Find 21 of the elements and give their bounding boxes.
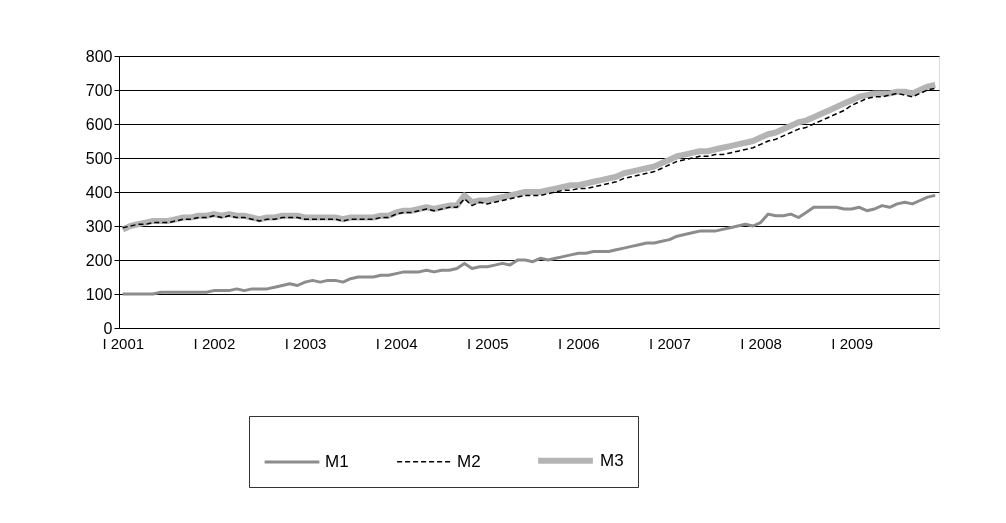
y-tick-label: 700 xyxy=(85,81,113,99)
x-tick-label: I 2007 xyxy=(649,334,691,352)
x-tick-label: I 2004 xyxy=(375,334,418,352)
y-tick-label: 300 xyxy=(85,217,113,235)
legend-label: M1 xyxy=(325,452,349,471)
x-tick-label: I 2008 xyxy=(740,334,782,352)
legend-label: M3 xyxy=(600,450,624,470)
y-tick-label: 0 xyxy=(103,319,113,337)
x-tick-label: I 2001 xyxy=(102,334,145,352)
x-tick-label: I 2003 xyxy=(284,334,327,352)
y-tick-label: 400 xyxy=(85,183,113,201)
legend-label: M2 xyxy=(457,451,481,471)
y-tick-label: 100 xyxy=(85,285,113,303)
y-tick-label: 200 xyxy=(85,251,113,269)
x-tick-label: I 2005 xyxy=(466,334,509,352)
y-tick-label: 500 xyxy=(85,149,113,167)
x-tick-label: I 2002 xyxy=(193,334,236,352)
x-tick-label: I 2006 xyxy=(557,334,600,352)
x-tick-label: I 2009 xyxy=(831,334,874,352)
y-tick-label: 800 xyxy=(85,47,113,65)
y-tick-label: 600 xyxy=(85,115,113,133)
